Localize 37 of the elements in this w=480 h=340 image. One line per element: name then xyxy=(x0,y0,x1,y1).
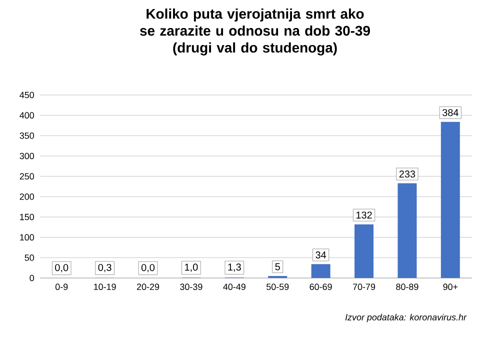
y-tick-label: 0 xyxy=(30,274,34,282)
x-tick-label: 0-9 xyxy=(55,284,68,290)
bar xyxy=(440,122,460,278)
x-tick-label: 30-39 xyxy=(180,284,202,290)
data-label: 0,3 xyxy=(98,264,112,272)
y-tick-label: 50 xyxy=(24,254,34,261)
bar xyxy=(398,183,417,278)
data-label: 1,0 xyxy=(185,264,198,272)
data-label: 34 xyxy=(316,251,326,258)
x-tick-label: 20-29 xyxy=(136,284,160,290)
x-tick-label: 50-59 xyxy=(266,284,289,290)
bar xyxy=(354,224,374,278)
data-label: 0,0 xyxy=(55,264,68,272)
data-label: 132 xyxy=(356,212,372,219)
x-tick-label: 80-89 xyxy=(396,284,418,290)
x-tick-label: 10-19 xyxy=(94,284,116,290)
data-label: 1,3 xyxy=(228,264,241,272)
data-label: 5 xyxy=(275,263,280,270)
data-label: 233 xyxy=(399,170,416,178)
chart-title: Koliko puta vjerojatnija smrt ako se zarazite u odnosu na dob 30-39 xyxy=(140,8,370,36)
x-tick-label: 40-49 xyxy=(223,284,246,290)
x-tick-label: 90+ xyxy=(443,284,458,290)
y-tick-label: 300 xyxy=(20,152,34,160)
y-tick-label: 150 xyxy=(20,214,34,220)
x-tick-label: 70-79 xyxy=(353,284,376,290)
data-label: 0,0 xyxy=(141,264,155,272)
text: Izvor podataka: koronavirus.hr xyxy=(345,314,467,322)
bar xyxy=(311,264,330,278)
y-tick-label: 400 xyxy=(20,112,34,119)
y-tick-label: 350 xyxy=(20,132,34,139)
y-tick-label: 100 xyxy=(20,234,34,241)
x-tick-label: 60-69 xyxy=(310,284,332,290)
data-label: 384 xyxy=(442,109,458,116)
y-tick-label: 250 xyxy=(20,173,34,180)
y-tick-label: 450 xyxy=(20,92,34,98)
chart-subtitle: (drugi val do studenoga) xyxy=(173,42,337,56)
y-tick-label: 200 xyxy=(20,193,34,200)
